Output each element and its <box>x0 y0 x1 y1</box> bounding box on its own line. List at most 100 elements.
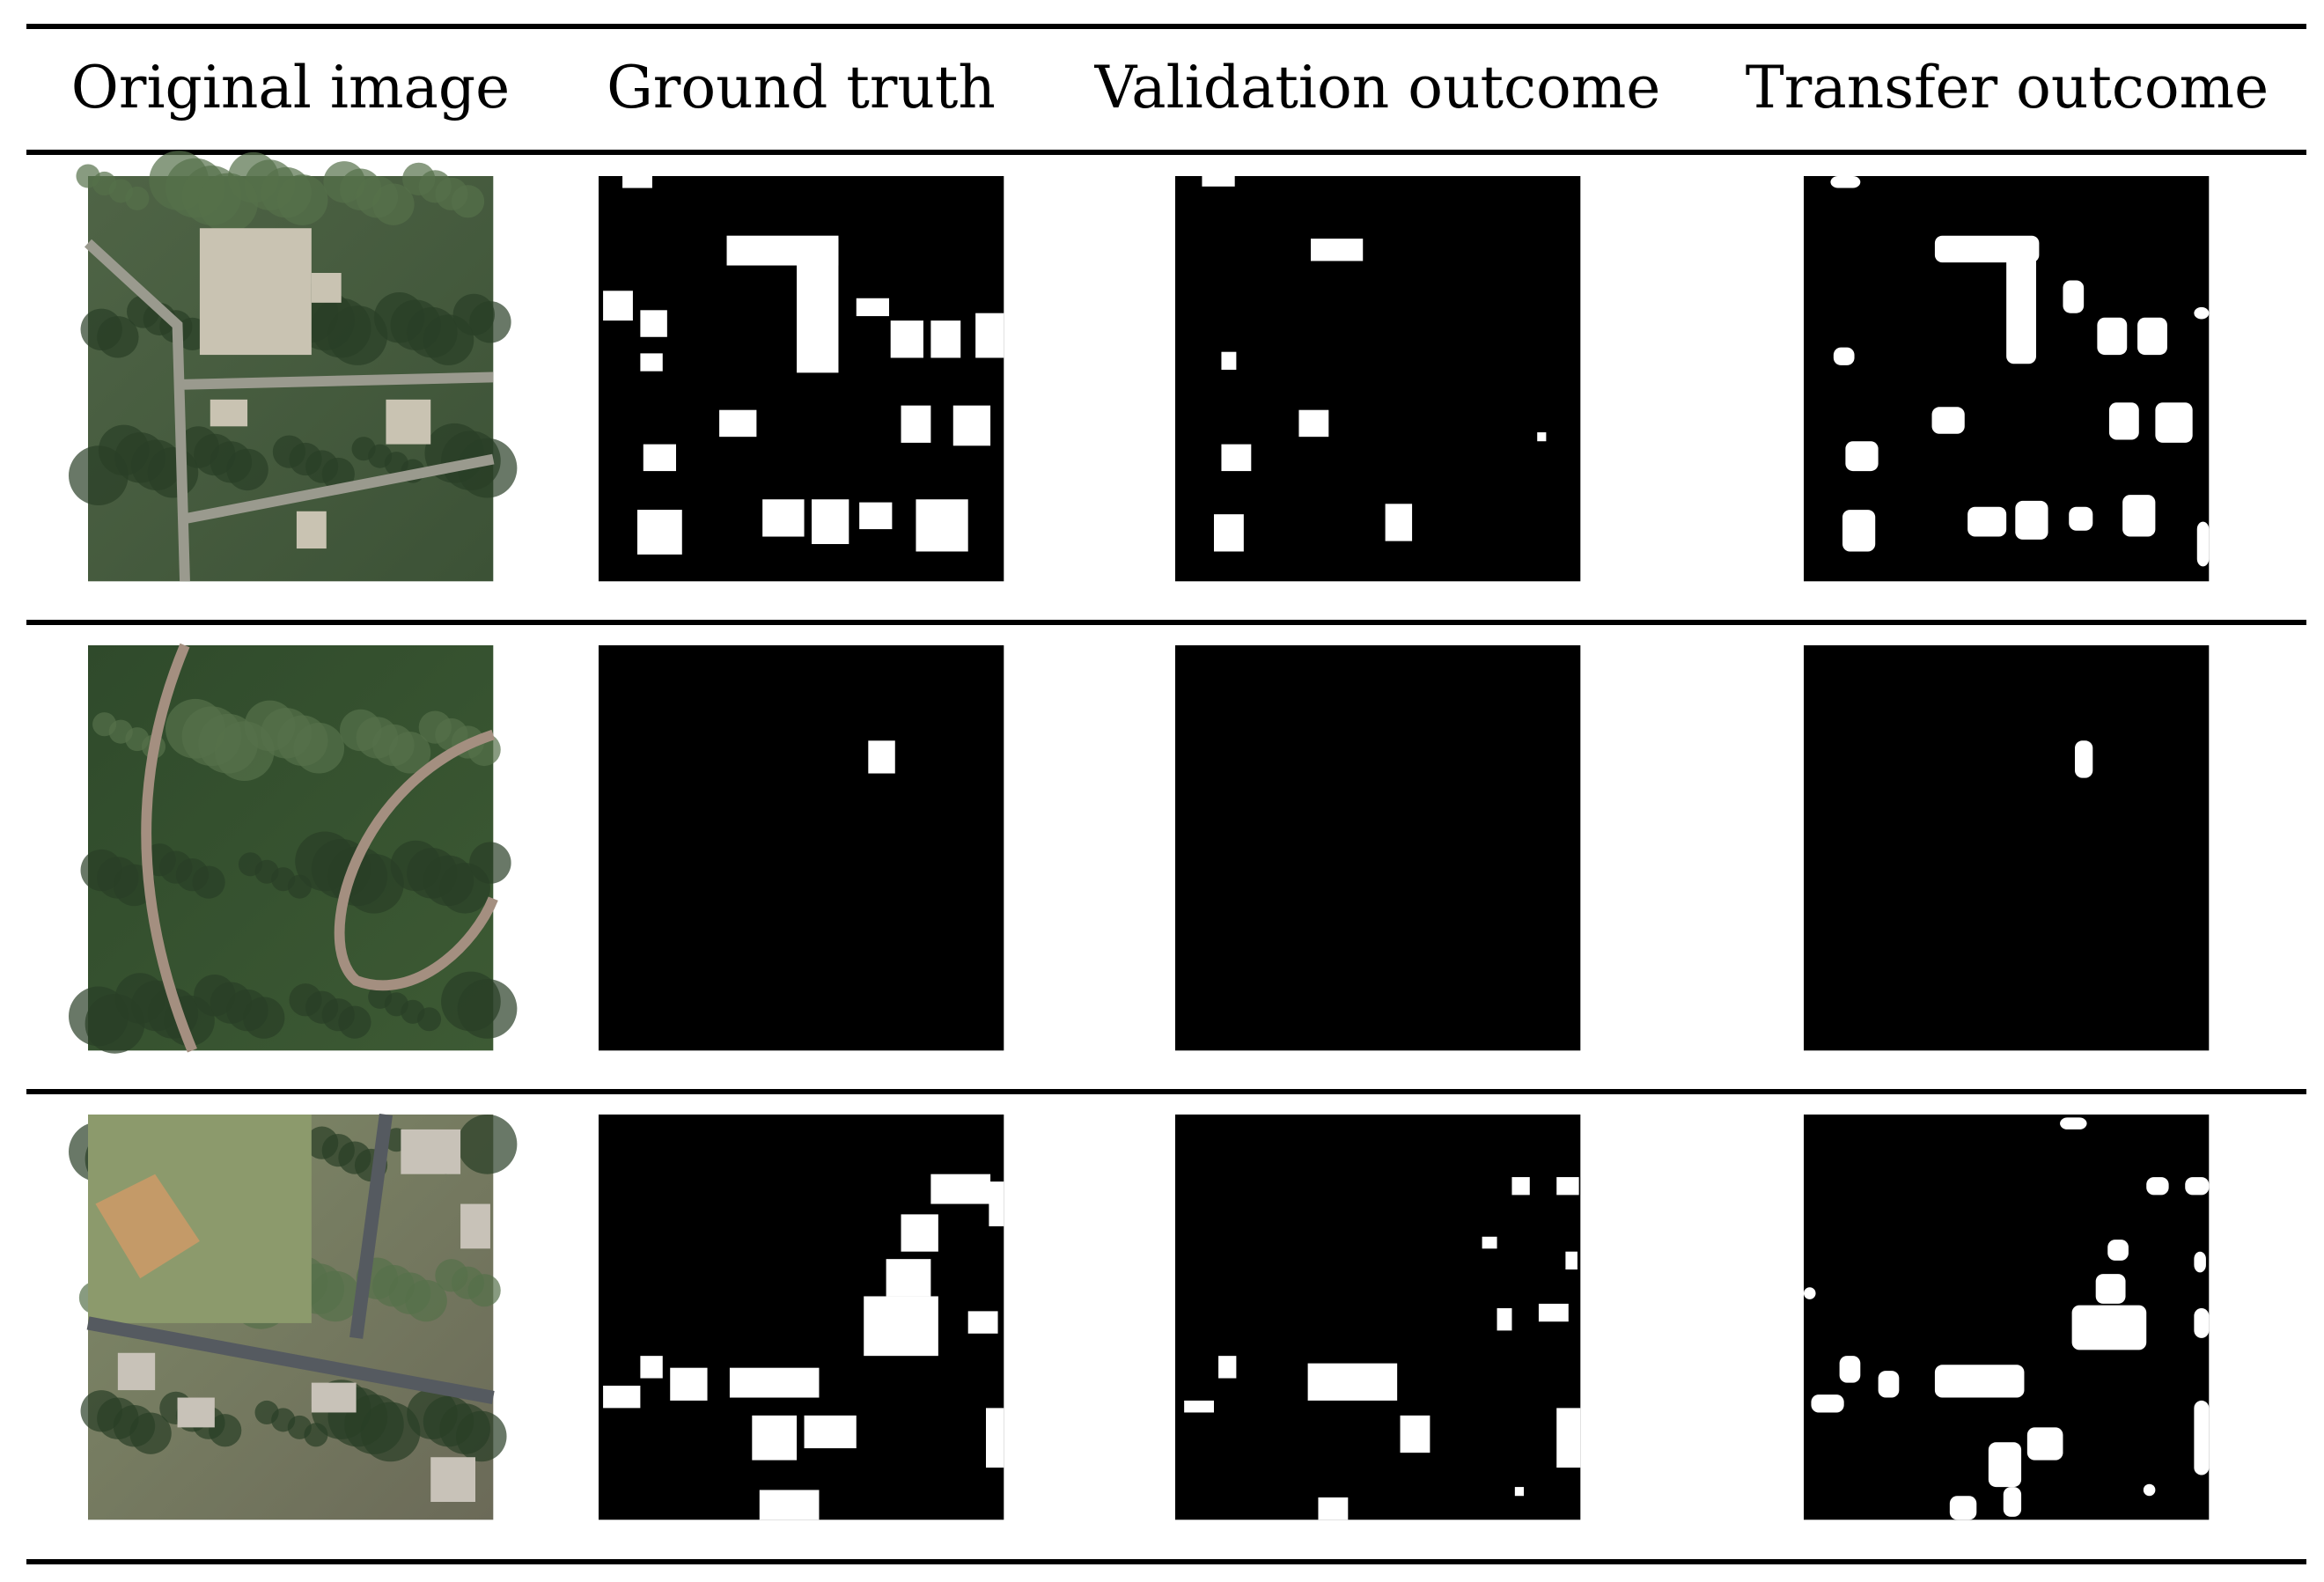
mask-region <box>2063 280 2085 313</box>
mask-region <box>1845 441 1879 472</box>
mask-region <box>1556 1408 1581 1468</box>
mask-region <box>2097 317 2128 356</box>
tree <box>97 316 139 358</box>
mask-region <box>1949 1496 1977 1520</box>
mask-region <box>1298 409 1329 438</box>
tree <box>198 173 258 233</box>
tree <box>304 1423 328 1447</box>
tree <box>85 994 145 1054</box>
mask-region <box>1833 347 1855 365</box>
mask-region <box>1804 1287 1816 1299</box>
mask-region <box>603 1386 641 1409</box>
tree <box>293 723 345 774</box>
tree <box>214 721 275 781</box>
mask-region <box>916 499 968 552</box>
tree <box>457 979 518 1039</box>
tree <box>287 874 312 899</box>
mask-region <box>1842 510 1876 552</box>
mask-background <box>1175 645 1581 1051</box>
transfer-mask <box>1804 1115 2210 1520</box>
building <box>460 1203 490 1249</box>
mask-region <box>1214 514 1244 552</box>
mask-region <box>1202 176 1235 187</box>
mask-region <box>1307 1363 1398 1401</box>
mask-region <box>2108 402 2139 440</box>
tree <box>276 174 328 225</box>
mask-region <box>622 176 652 188</box>
building <box>117 1352 156 1391</box>
diamond <box>95 1174 200 1279</box>
mask-region <box>2143 1483 2156 1497</box>
mask-region <box>1482 1236 1497 1249</box>
mask-region <box>1497 1308 1512 1331</box>
tree <box>457 438 518 498</box>
mask-region <box>1556 1177 1579 1196</box>
mask-region <box>719 409 757 438</box>
validation-mask <box>1175 1115 1581 1520</box>
mask-region <box>2003 1487 2022 1517</box>
original-image <box>69 643 518 1054</box>
mask-background <box>1804 645 2210 1051</box>
mask-region <box>890 320 923 358</box>
mask-region <box>886 1259 931 1297</box>
tree <box>310 1270 361 1322</box>
building <box>311 1382 357 1413</box>
building <box>210 399 248 427</box>
tree <box>129 1412 172 1454</box>
mask-region <box>643 444 676 472</box>
tree <box>423 314 474 365</box>
mask-region <box>952 405 991 446</box>
mask-region <box>603 291 633 321</box>
mask-region <box>1318 1497 1349 1520</box>
tree <box>344 853 404 914</box>
mask-region <box>1400 1415 1430 1453</box>
road <box>86 1113 495 1405</box>
mask-region <box>670 1367 708 1401</box>
mask-region <box>2006 244 2036 364</box>
ground-truth-mask <box>599 1115 1004 1520</box>
mask-region <box>901 405 931 443</box>
mask-region <box>2194 1400 2210 1475</box>
mask-region <box>1934 1365 2025 1398</box>
mask-region <box>1565 1251 1578 1269</box>
tree <box>417 1007 442 1032</box>
mask-region <box>989 1181 1004 1226</box>
mask-region <box>2071 1305 2147 1350</box>
mask-background <box>1175 1115 1581 1520</box>
mask-region <box>797 239 839 373</box>
tree <box>467 1274 501 1307</box>
validation-mask <box>1175 176 1581 582</box>
mask-region <box>759 1490 820 1520</box>
mask-region <box>1988 1442 2022 1488</box>
tree <box>125 186 150 210</box>
mask-region <box>2194 1308 2210 1338</box>
tree <box>372 183 415 225</box>
ground-truth-mask <box>599 176 1004 582</box>
mask-region <box>1221 444 1252 472</box>
mask-region <box>2069 506 2093 531</box>
tree <box>360 1402 421 1462</box>
mask-region <box>2026 1427 2063 1461</box>
building <box>430 1457 475 1502</box>
tree <box>243 997 285 1039</box>
mask-region <box>930 1174 991 1204</box>
tree <box>226 448 268 491</box>
mask-region <box>1811 1394 1844 1413</box>
mask-region <box>1967 506 2007 537</box>
mask-region <box>812 499 849 544</box>
mask-background <box>599 645 1004 1051</box>
original-image <box>69 151 518 582</box>
tree <box>457 1115 518 1174</box>
tree <box>209 1414 242 1447</box>
building <box>177 1397 215 1428</box>
building <box>386 399 431 445</box>
mask-region <box>2107 1240 2129 1261</box>
mask-region <box>1514 1487 1524 1497</box>
mask-region <box>2146 1177 2169 1196</box>
mask-region <box>1538 1303 1569 1322</box>
tree <box>69 445 129 505</box>
mask-region <box>1537 432 1547 442</box>
road <box>141 643 498 1053</box>
mask-region <box>2122 495 2156 537</box>
